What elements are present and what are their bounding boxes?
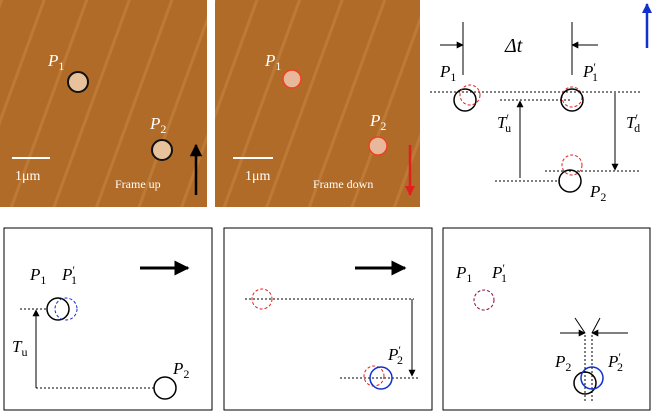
label-main: P: [589, 182, 600, 201]
label: Tu: [12, 337, 27, 359]
label-main: P: [264, 51, 275, 70]
timing-diagram: [430, 4, 647, 192]
label-sub: 2: [183, 367, 189, 381]
label-main: P: [172, 359, 183, 378]
label: P1: [439, 62, 456, 84]
label-main: P: [47, 51, 58, 70]
label-sub: 2: [380, 119, 386, 133]
label-main: P: [369, 111, 380, 130]
label-sub: u: [21, 345, 27, 359]
label: T′u: [497, 111, 511, 135]
label-sub: 1: [40, 273, 46, 287]
label-sub: 1: [58, 59, 64, 73]
label: P1: [29, 265, 46, 287]
label-sub: 1: [71, 273, 77, 287]
label-sub: u: [505, 121, 511, 135]
label-main: P: [455, 263, 466, 282]
caption: Frame down: [313, 177, 373, 191]
panel-2: [224, 228, 432, 410]
label-sub: 1: [466, 271, 472, 285]
delta-label: Δt: [504, 35, 523, 57]
label-sub: 2: [160, 122, 166, 136]
label-main: P: [554, 352, 565, 371]
label-sub: 2: [397, 353, 403, 367]
panel-3: [443, 228, 650, 410]
label: P2: [554, 352, 571, 374]
label-sub: 2: [600, 190, 606, 204]
label: P2: [172, 359, 189, 381]
panel-1: [4, 228, 212, 410]
label: P2: [589, 182, 606, 204]
scale-label: 1μm: [15, 169, 41, 184]
label-sub: 2: [617, 360, 623, 374]
label-main: P: [439, 62, 450, 81]
label-main: P: [149, 114, 160, 133]
figure: P1P21μmFrame upP1P21μmFrame downΔtP1P′1T…: [0, 0, 652, 415]
label: P1: [455, 263, 472, 285]
label: P′1: [582, 60, 598, 84]
label-sub: 1: [592, 70, 598, 84]
label-sub: 1: [275, 59, 281, 73]
label: P′1: [491, 261, 507, 285]
label: P′2: [387, 343, 403, 367]
label-sub: 1: [501, 271, 507, 285]
label-sub: d: [634, 121, 640, 135]
label-sub: 1: [450, 70, 456, 84]
label: P′2: [607, 350, 623, 374]
label-sub: 2: [565, 360, 571, 374]
label: T′d: [626, 111, 640, 135]
scale-label: 1μm: [245, 169, 271, 184]
label: P′1: [61, 263, 77, 287]
caption: Frame up: [115, 177, 161, 191]
label-main: P: [29, 265, 40, 284]
